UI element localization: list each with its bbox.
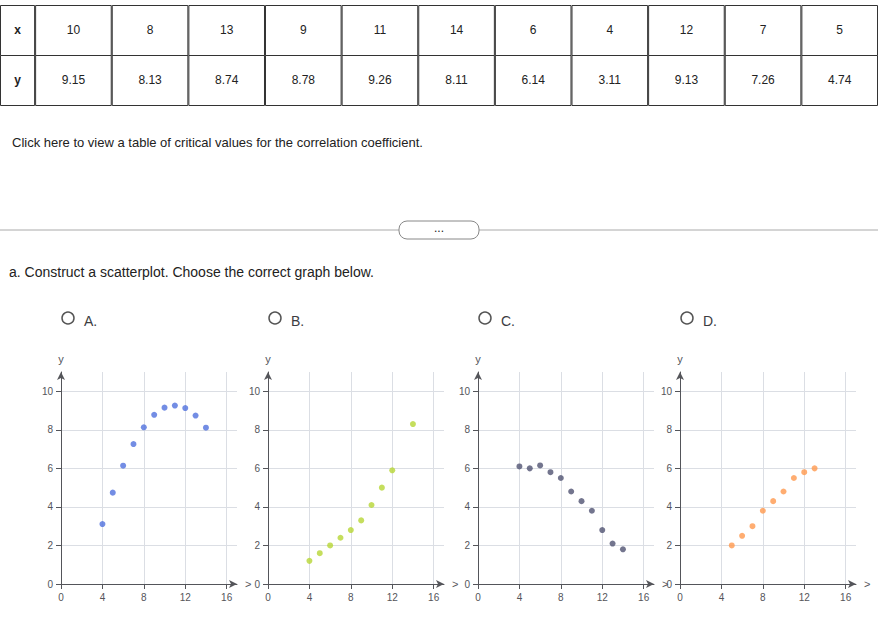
svg-text:12: 12 (799, 592, 811, 603)
svg-text:C.: C. (501, 313, 515, 329)
svg-text:5: 5 (836, 23, 843, 37)
svg-text:10: 10 (249, 386, 261, 397)
svg-text:0: 0 (254, 579, 260, 590)
svg-text:8: 8 (464, 424, 470, 435)
svg-text:11: 11 (374, 23, 387, 37)
svg-text:4: 4 (47, 501, 53, 512)
svg-text:9: 9 (300, 23, 307, 37)
svg-text:16: 16 (840, 592, 852, 603)
svg-text:D.: D. (703, 313, 717, 329)
svg-text:6.14: 6.14 (522, 73, 546, 87)
svg-text:16: 16 (221, 592, 233, 603)
svg-text:16: 16 (428, 592, 440, 603)
svg-text:2: 2 (47, 540, 53, 551)
svg-text:9.15: 9.15 (62, 73, 86, 87)
svg-text:...: ... (434, 221, 444, 235)
svg-text:4: 4 (517, 592, 523, 603)
svg-text:12: 12 (180, 592, 192, 603)
svg-text:4: 4 (254, 501, 260, 512)
svg-text:0: 0 (475, 592, 481, 603)
svg-text:8: 8 (348, 592, 354, 603)
svg-text:12: 12 (597, 592, 609, 603)
svg-text:12: 12 (387, 592, 399, 603)
svg-text:8: 8 (666, 424, 672, 435)
svg-text:2: 2 (254, 540, 260, 551)
svg-text:12: 12 (680, 23, 694, 37)
svg-text:x: x (14, 23, 21, 37)
svg-text:2: 2 (666, 540, 672, 551)
svg-text:4.74: 4.74 (828, 73, 852, 87)
svg-text:8.78: 8.78 (292, 73, 316, 87)
svg-text:8.13: 8.13 (138, 73, 162, 87)
svg-text:8: 8 (47, 424, 53, 435)
svg-text:y: y (58, 353, 64, 365)
svg-text:y: y (265, 353, 271, 365)
svg-text:8: 8 (760, 592, 766, 603)
svg-text:0: 0 (47, 579, 53, 590)
svg-text:>: > (245, 578, 251, 590)
svg-text:0: 0 (677, 592, 683, 603)
svg-text:Click here to view a table of: Click here to view a table of critical v… (12, 135, 423, 150)
svg-text:10: 10 (67, 23, 81, 37)
svg-text:6: 6 (464, 463, 470, 474)
svg-text:8: 8 (147, 23, 154, 37)
svg-text:y: y (677, 353, 683, 365)
svg-text:4: 4 (606, 23, 613, 37)
svg-text:9.26: 9.26 (368, 73, 392, 87)
svg-text:0: 0 (464, 579, 470, 590)
svg-text:8.74: 8.74 (215, 73, 239, 87)
svg-text:6: 6 (47, 463, 53, 474)
svg-text:A.: A. (84, 313, 97, 329)
svg-text:13: 13 (220, 23, 234, 37)
svg-text:10: 10 (661, 386, 673, 397)
svg-text:0: 0 (265, 592, 271, 603)
svg-text:8: 8 (558, 592, 564, 603)
svg-text:a. Construct a scatterplot. Ch: a. Construct a scatterplot. Choose the c… (9, 264, 374, 280)
svg-text:10: 10 (459, 386, 471, 397)
svg-text:9.13: 9.13 (675, 73, 699, 87)
svg-text:4: 4 (666, 501, 672, 512)
svg-text:7.26: 7.26 (751, 73, 775, 87)
svg-text:B.: B. (291, 313, 304, 329)
svg-text:2: 2 (464, 540, 470, 551)
svg-text:0: 0 (58, 592, 64, 603)
svg-text:6: 6 (530, 23, 537, 37)
svg-text:3.11: 3.11 (599, 73, 622, 87)
svg-text:0: 0 (666, 579, 672, 590)
svg-text:16: 16 (638, 592, 650, 603)
svg-text:>: > (452, 578, 458, 590)
svg-text:8.11: 8.11 (445, 73, 468, 87)
svg-text:4: 4 (719, 592, 725, 603)
svg-text:>: > (864, 578, 870, 590)
svg-text:7: 7 (760, 23, 767, 37)
svg-text:10: 10 (42, 386, 54, 397)
svg-text:14: 14 (450, 23, 464, 37)
svg-text:4: 4 (464, 501, 470, 512)
svg-text:y: y (475, 353, 481, 365)
svg-text:8: 8 (254, 424, 260, 435)
svg-text:4: 4 (100, 592, 106, 603)
svg-text:4: 4 (307, 592, 313, 603)
svg-text:6: 6 (254, 463, 260, 474)
svg-text:8: 8 (141, 592, 147, 603)
svg-text:6: 6 (666, 463, 672, 474)
svg-text:y: y (14, 73, 21, 87)
